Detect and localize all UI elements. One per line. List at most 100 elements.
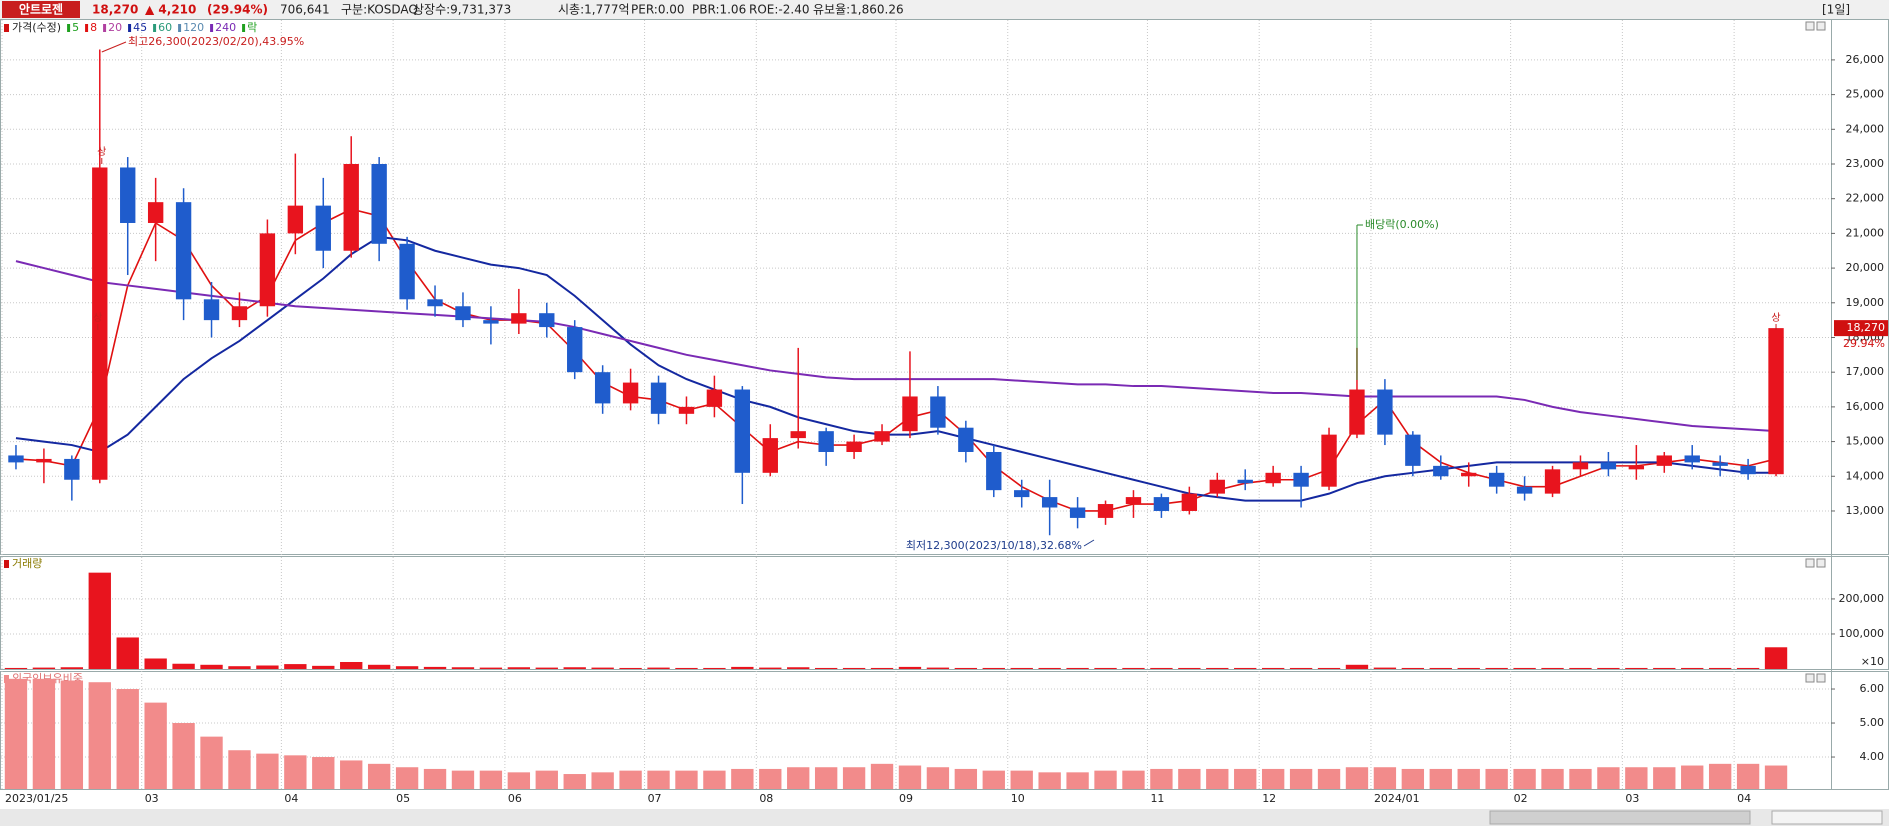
candle-body: [594, 372, 611, 404]
info-item: 시총:1,777억: [558, 3, 630, 17]
button[interactable]: [1816, 21, 1826, 31]
x-tick-label: 09: [899, 792, 913, 805]
bar: [1401, 768, 1425, 789]
bar: [1150, 667, 1173, 669]
legend-label: 60: [158, 21, 172, 34]
candle-body: [1153, 497, 1170, 511]
x-tick-label: 03: [1625, 792, 1639, 805]
bar: [116, 689, 139, 789]
change-pct: (29.94%): [207, 3, 268, 17]
candle-body: [567, 327, 583, 373]
candle-body: [706, 389, 723, 407]
bar: [675, 770, 698, 789]
bar: [479, 770, 503, 789]
legend-swatch: [67, 24, 71, 32]
button[interactable]: [1805, 21, 1815, 31]
scrollbar[interactable]: [0, 809, 1889, 826]
y-tick-label: 23,000: [1846, 157, 1885, 170]
candle-body: [455, 306, 471, 321]
bar: [1122, 667, 1145, 669]
bar: [1736, 763, 1760, 789]
candle-body: [1265, 472, 1281, 484]
annotation-arrow: [1083, 539, 1095, 547]
bar: [1541, 768, 1564, 789]
candle-body: [1293, 472, 1309, 487]
period[interactable]: [1일]: [1822, 3, 1850, 17]
button[interactable]: [1805, 673, 1815, 683]
limit-up-marker: 상: [1771, 312, 1780, 324]
bar: [814, 767, 838, 789]
info-item: PBR:1.06: [692, 3, 746, 17]
candle-body: [1433, 465, 1449, 477]
button[interactable]: [1816, 673, 1826, 683]
legend-title: 가격(수정): [12, 21, 61, 34]
bar: [898, 666, 922, 669]
bar: [1178, 667, 1201, 669]
candle-body: [902, 396, 918, 432]
scroll-thumb[interactable]: [1489, 810, 1751, 825]
bar: [4, 667, 28, 669]
bar: [1429, 667, 1452, 669]
button[interactable]: [1816, 558, 1826, 568]
bar: [1681, 667, 1704, 669]
bar: [982, 667, 1005, 669]
candle-body: [259, 233, 276, 307]
candle-body: [1768, 328, 1784, 475]
bar: [1597, 767, 1620, 789]
bar: [312, 665, 335, 669]
candle-body: [343, 163, 359, 251]
ma-line: [15, 235, 1777, 502]
bar: [116, 637, 139, 669]
y-tick-label: 25,000: [1846, 88, 1885, 101]
x-tick-label: 04: [284, 792, 298, 805]
bar: [88, 572, 111, 669]
bar: [256, 665, 279, 669]
candle-body: [1516, 486, 1533, 494]
bar: [870, 763, 894, 789]
unit-label: ×10: [1861, 655, 1884, 668]
bar: [367, 763, 391, 789]
candle-body: [539, 313, 555, 328]
legend-label: 락: [247, 21, 257, 34]
button[interactable]: [1805, 558, 1815, 568]
ma-line: [15, 260, 1777, 433]
bar: [1764, 647, 1788, 669]
y-tick-label: 17,000: [1846, 365, 1885, 378]
bar: [1122, 770, 1145, 789]
change: ▲ 4,210: [145, 3, 196, 17]
candle-body: [1209, 479, 1225, 494]
candle-body: [287, 205, 304, 234]
bar: [1513, 667, 1536, 669]
candle-body: [203, 299, 220, 321]
bar: [1038, 667, 1061, 669]
candle-body: [36, 458, 52, 463]
bar: [898, 765, 922, 789]
bar: [423, 666, 447, 669]
candle-body: [1544, 469, 1561, 494]
bar: [1681, 765, 1704, 789]
y-tick-label: 15,000: [1846, 435, 1885, 448]
bar: [1178, 768, 1201, 789]
bar: [703, 770, 726, 789]
candle-body: [734, 389, 751, 473]
bar: [1289, 667, 1313, 669]
legend-swatch: [85, 24, 89, 32]
y-tick-label: 19,000: [1846, 296, 1885, 309]
stock-name: 안트로젠: [19, 2, 63, 17]
bar: [1094, 770, 1117, 789]
candle-body: [483, 320, 499, 324]
bar: [954, 667, 978, 669]
bar: [451, 770, 475, 789]
bar: [814, 667, 838, 669]
bar: [1569, 768, 1592, 789]
zoom-controls[interactable]: [1771, 810, 1883, 825]
bar: [200, 736, 223, 789]
bar: [1708, 763, 1732, 789]
bar: [619, 667, 642, 669]
y-tick-label: 16,000: [1846, 400, 1885, 413]
bar: [1261, 768, 1285, 789]
limit-up-marker: 상: [97, 146, 106, 158]
x-tick-label: 03: [145, 792, 159, 805]
candle-body: [1069, 507, 1086, 518]
annotation: 최저12,300(2023/10/18),32.68%: [906, 539, 1082, 552]
